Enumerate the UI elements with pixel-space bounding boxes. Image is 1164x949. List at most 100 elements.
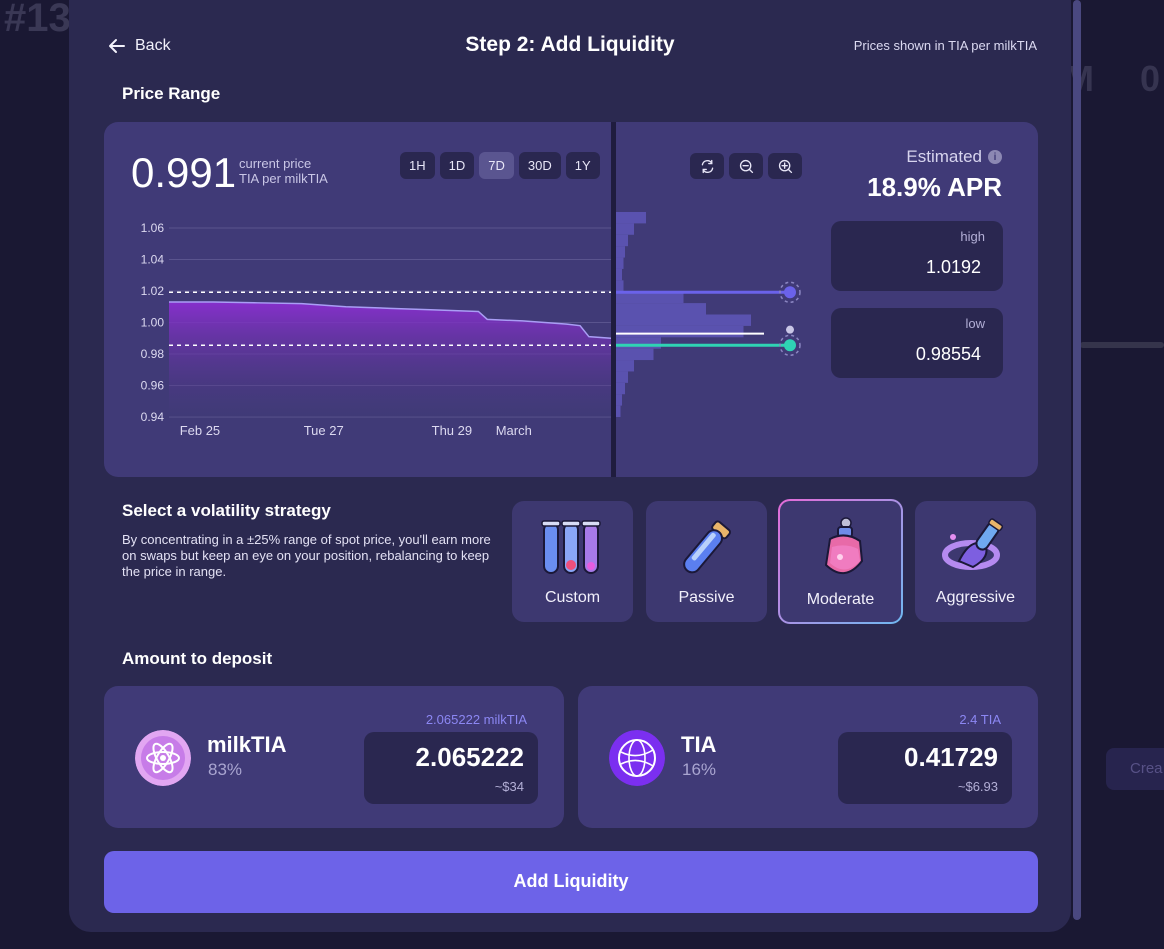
price-range-card: 1.06 1.04 1.02 1.00 0.98 0.96 0.94 Feb 25 Tue 27… [104,122,1038,477]
y-tick-label: 1.00 [141,316,165,330]
estimated-apr-value: 18.9% APR [867,172,1002,202]
amount-value[interactable]: 2.065222 [415,742,524,772]
test-tubes-icon [541,520,601,574]
chart-divider [611,122,616,477]
y-tick-label: 0.96 [141,379,165,393]
x-tick-label: Feb 25 [180,423,220,438]
strategy-passive[interactable]: Passive [646,501,767,622]
y-tick-label: 1.04 [141,253,165,267]
y-tick-label: 0.98 [141,347,165,361]
modal-scrollbar[interactable] [1073,0,1081,920]
token-name: TIA [681,732,717,757]
chart-zoom-controls [690,153,802,179]
high-handle-ring [779,281,801,304]
zoom-in-button[interactable] [768,153,802,179]
token-percent: 83% [208,760,243,779]
deposit-card-tia: TIA 16% 2.4 TIA 0.41729 ~$6.93 [578,686,1038,828]
arrow-left-icon [109,39,125,53]
reset-zoom-button[interactable] [690,153,724,179]
liquidity-bar [616,371,628,383]
amount-value[interactable]: 0.41729 [904,742,998,772]
current-price-label: current price [239,156,312,171]
current-price-caption: current price TIA per milkTIA [239,156,328,186]
estimated-apr-label: Estimated i [906,147,1002,167]
back-button[interactable]: Back [107,36,171,56]
x-tick-label: Thu 29 [432,423,472,438]
zoom-in-icon [778,159,792,173]
token-name: milkTIA [207,732,287,757]
strategy-heading: Select a volatility strategy [122,501,331,520]
amount-usd: ~$6.93 [957,779,998,794]
low-handle [784,339,796,352]
tia-globe-icon [609,730,665,786]
background-create-button: Crea [1106,748,1164,790]
timeframe-7d[interactable]: 7D [479,152,514,179]
liquidity-bar [616,223,634,235]
strategy-moderate-label: Moderate [806,591,875,608]
milktia-atom-icon [135,730,191,786]
price-range-heading: Price Range [122,84,221,103]
liquidity-bar [616,314,751,326]
price-chart[interactable]: 1.06 1.04 1.02 1.00 0.98 0.96 0.94 Feb 25 Tue 27… [104,122,1038,477]
add-liquidity-button[interactable]: Add Liquidity [104,851,1038,913]
liquidity-bar [616,394,622,406]
liquidity-bar [616,405,621,417]
background-divider [1080,342,1164,348]
deposit-card-milktia: milkTIA 83% 2.065222 milkTIA 2.065222 ~$… [104,686,564,828]
liquidity-bar [616,246,625,258]
strategy-custom[interactable]: Custom [512,501,633,622]
strategy-custom-label: Custom [544,589,601,606]
strategy-aggressive-label: Aggressive [935,589,1016,606]
high-price-field[interactable]: high 1.0192 [831,221,1003,291]
price-line [169,301,612,339]
info-icon[interactable]: i [988,150,1002,164]
zoom-out-icon [739,159,753,173]
timeframe-1d[interactable]: 1D [439,152,475,179]
page-title: Step 2: Add Liquidity [465,33,675,56]
vial-icon [683,520,731,574]
background-heading: #13 [4,0,71,40]
liquidity-bar [616,212,646,224]
estimated-label: Estimated [906,147,982,166]
current-price-marker [786,325,794,334]
liquidity-bar [616,291,684,304]
x-tick-label: March [496,423,532,438]
deposit-heading: Amount to deposit [122,649,273,668]
timeframe-1h[interactable]: 1H [400,152,435,179]
amount-input-tia[interactable]: 0.41729 ~$6.93 [838,732,1012,804]
timeframe-selector: 1H 1D 7D 30D 1Y [400,152,600,179]
low-price-value[interactable]: 0.98554 [915,344,981,364]
price-unit-label: TIA per milkTIA [239,171,328,186]
liquidity-bar [616,325,744,338]
token-percent: 16% [682,760,717,779]
back-label: Back [135,37,171,54]
token-balance[interactable]: 2.4 TIA [959,712,1001,727]
low-price-label: low [965,316,985,331]
strategy-moderate[interactable]: Moderate [778,499,903,624]
strategy-aggressive[interactable]: Aggressive [915,501,1036,622]
x-tick-label: Tue 27 [304,423,344,438]
strategy-passive-label: Passive [678,589,735,606]
refresh-icon [701,159,713,173]
liquidity-bar [616,337,661,349]
low-price-field[interactable]: low 0.98554 [831,308,1003,378]
timeframe-1y[interactable]: 1Y [565,152,600,179]
high-price-value[interactable]: 1.0192 [925,257,981,277]
strategy-description: By concentrating in a ±25% range of spot… [122,532,491,579]
liquidity-bar [616,268,622,281]
liquidity-bar [616,348,654,361]
swirling-potion-icon [942,518,1004,570]
y-tick-label: 1.02 [141,284,165,298]
y-tick-label: 0.94 [141,410,165,424]
liquidity-bar [616,280,624,292]
zoom-out-button[interactable] [729,153,763,179]
timeframe-30d[interactable]: 30D [518,152,561,179]
amount-input-milktia[interactable]: 2.065222 ~$34 [364,732,538,804]
low-handle-ring [779,334,801,357]
prices-unit-note: Prices shown in TIA per milkTIA [853,38,1037,53]
high-handle [784,286,796,299]
background-stat-digit: 0 [1140,58,1161,99]
token-balance[interactable]: 2.065222 milkTIA [425,712,527,727]
high-price-label: high [960,229,985,244]
liquidity-bar [616,303,706,315]
